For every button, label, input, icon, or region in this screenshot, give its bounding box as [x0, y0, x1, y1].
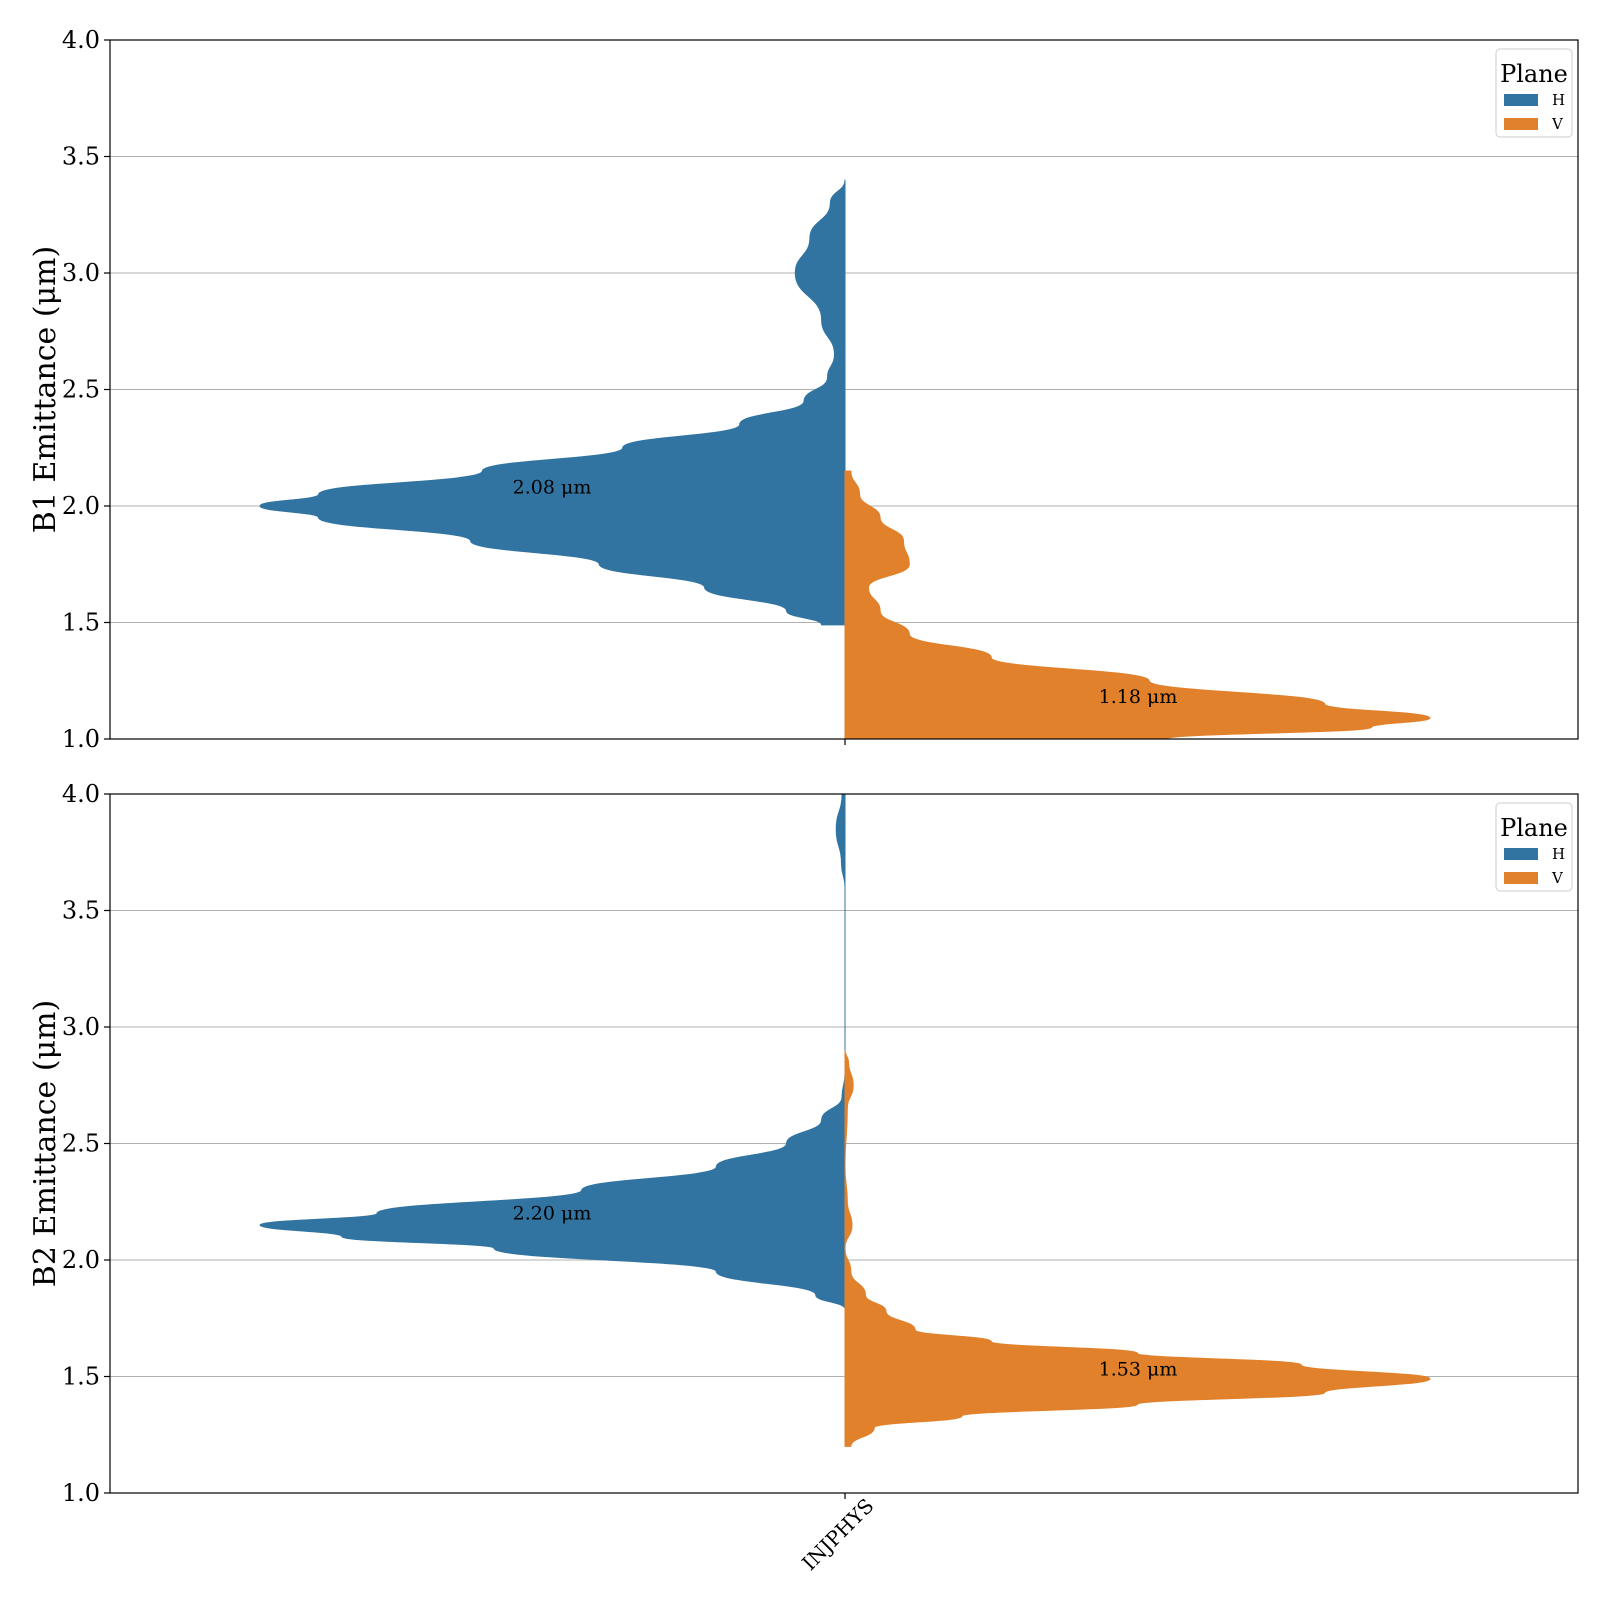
chart-panel-2: 1.0 1.5 2.0 2.5 3.0 3.5 4.0 B2 Emittance (μm) 2.… — [28, 780, 1579, 1507]
legend-swatch-h — [1504, 94, 1538, 106]
legend-title: Plane — [1500, 814, 1568, 842]
legend-box — [1495, 802, 1573, 892]
y-tick-label: 2.5 — [62, 1130, 100, 1158]
legend: Plane HV — [1495, 802, 1573, 892]
median-label-h: 2.08 μm — [513, 476, 592, 498]
y-tick-label: 4.0 — [62, 26, 100, 54]
legend-swatch-v — [1504, 872, 1538, 884]
violin-h — [259, 179, 846, 626]
legend-swatch-v — [1504, 118, 1538, 130]
y-tick-label: 3.5 — [62, 897, 100, 925]
y-tick-label: 1.0 — [62, 725, 100, 753]
y-tick-label: 1.5 — [62, 1363, 100, 1391]
y-tick-label: 4.0 — [62, 780, 100, 808]
median-label-v: 1.18 μm — [1099, 686, 1178, 708]
y-tick-label: 3.0 — [62, 1013, 100, 1041]
legend-label-h: H — [1552, 845, 1565, 863]
median-label-v: 1.53 μm — [1099, 1359, 1178, 1381]
violin-h — [259, 793, 846, 1310]
legend-swatch-h — [1504, 848, 1538, 860]
y-tick-label: 1.0 — [62, 1479, 100, 1507]
legend-label-h: H — [1552, 91, 1565, 109]
y-tick-label: 1.5 — [62, 609, 100, 637]
chart-panel-1: 1.0 1.5 2.0 2.5 3.0 3.5 4.0 B1 Emittance (μm) 2.… — [28, 26, 1579, 753]
y-axis-label: B2 Emittance (μm) — [28, 1000, 63, 1287]
legend-label-v: V — [1551, 869, 1564, 887]
y-tick-label: 2.0 — [62, 1246, 100, 1274]
x-tick-label: INJPHYS — [797, 1494, 878, 1575]
legend-box — [1495, 48, 1573, 138]
median-label-h: 2.20 μm — [513, 1202, 592, 1224]
legend-title: Plane — [1500, 60, 1568, 88]
legend-label-v: V — [1551, 115, 1564, 133]
y-tick-label: 3.0 — [62, 259, 100, 287]
y-axis-label: B1 Emittance (μm) — [28, 246, 63, 533]
violin-v — [844, 1050, 1431, 1447]
violin-v — [844, 470, 1431, 740]
legend: Plane HV — [1495, 48, 1573, 138]
y-tick-label: 2.5 — [62, 376, 100, 404]
y-tick-label: 2.0 — [62, 492, 100, 520]
y-tick-label: 3.5 — [62, 143, 100, 171]
